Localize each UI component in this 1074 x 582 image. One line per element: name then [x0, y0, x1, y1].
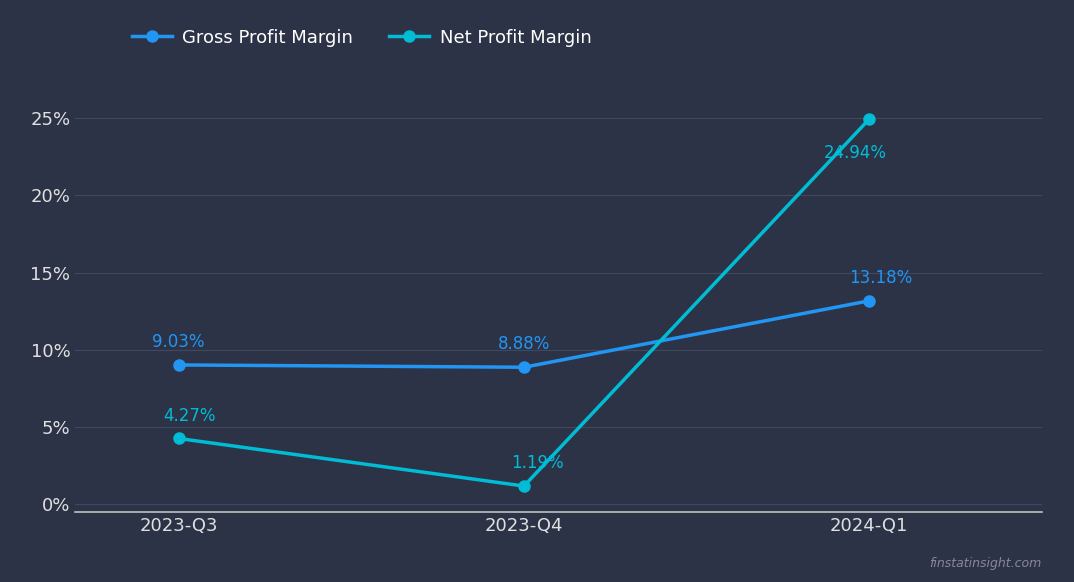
Legend: Gross Profit Margin, Net Profit Margin: Gross Profit Margin, Net Profit Margin — [122, 20, 600, 56]
Text: 8.88%: 8.88% — [497, 335, 550, 353]
Net Profit Margin — [172, 435, 185, 442]
Text: finstatinsight.com: finstatinsight.com — [929, 558, 1042, 570]
Line: Net Profit Margin: Net Profit Margin — [173, 113, 874, 492]
Line: Gross Profit Margin: Gross Profit Margin — [173, 295, 874, 373]
Net Profit Margin — [518, 482, 531, 489]
Text: 1.19%: 1.19% — [511, 454, 564, 472]
Gross Profit Margin — [518, 364, 531, 371]
Text: 13.18%: 13.18% — [848, 269, 912, 287]
Text: 24.94%: 24.94% — [824, 144, 887, 162]
Text: 9.03%: 9.03% — [153, 333, 205, 351]
Net Profit Margin — [862, 116, 875, 123]
Gross Profit Margin — [172, 361, 185, 368]
Gross Profit Margin — [862, 297, 875, 304]
Text: 4.27%: 4.27% — [163, 407, 216, 425]
